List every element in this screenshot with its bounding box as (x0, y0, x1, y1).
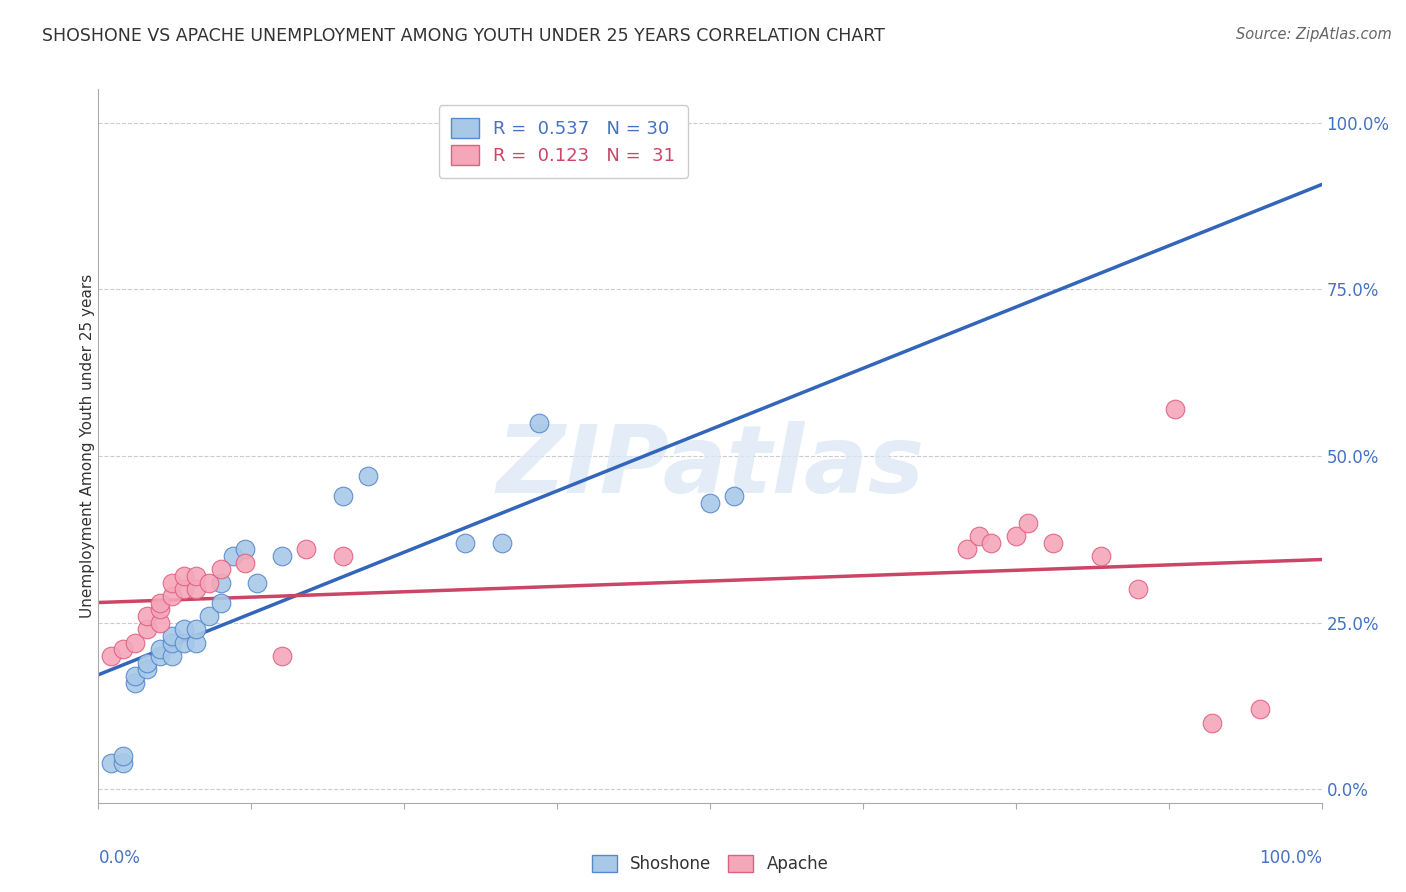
Point (111, 756, 134, 770)
Point (124, 669, 146, 683)
Point (233, 542, 256, 557)
Point (956, 542, 979, 557)
Point (209, 596, 232, 610)
Point (1042, 535, 1064, 549)
Point (295, 542, 318, 557)
Point (160, 636, 183, 650)
Text: 100.0%: 100.0% (1258, 849, 1322, 867)
Point (197, 609, 219, 624)
Point (136, 609, 159, 624)
Point (149, 596, 172, 610)
Point (100, 756, 122, 770)
Point (160, 589, 183, 603)
Point (136, 662, 159, 676)
Point (209, 575, 232, 590)
Point (160, 575, 183, 590)
Point (332, 489, 354, 503)
Point (100, 649, 122, 664)
Point (1004, 529, 1026, 543)
Point (173, 623, 195, 637)
Point (160, 629, 183, 643)
Point (149, 649, 172, 664)
Point (723, 489, 745, 503)
Point (1017, 516, 1039, 530)
Point (491, 535, 513, 549)
Point (149, 602, 172, 616)
Point (1249, 702, 1271, 716)
Point (149, 642, 172, 657)
Text: Source: ZipAtlas.com: Source: ZipAtlas.com (1236, 27, 1392, 42)
Point (980, 535, 1002, 549)
Point (1090, 549, 1112, 563)
Point (270, 649, 294, 664)
Point (173, 569, 195, 583)
Point (967, 529, 990, 543)
Point (186, 636, 208, 650)
Point (136, 623, 159, 637)
Point (197, 575, 219, 590)
Text: ZIPatlas: ZIPatlas (496, 421, 924, 514)
Point (173, 636, 195, 650)
Point (233, 556, 256, 570)
Point (699, 496, 721, 510)
Y-axis label: Unemployment Among Youth under 25 years: Unemployment Among Youth under 25 years (80, 274, 94, 618)
Point (186, 569, 208, 583)
Point (111, 749, 134, 764)
Text: 0.0%: 0.0% (98, 849, 141, 867)
Point (454, 535, 477, 549)
Point (270, 549, 294, 563)
Point (111, 642, 134, 657)
Point (527, 416, 550, 430)
Point (356, 469, 378, 483)
Point (124, 636, 146, 650)
Point (209, 562, 232, 576)
Point (160, 649, 183, 664)
Point (332, 549, 354, 563)
Point (124, 675, 146, 690)
Point (136, 656, 159, 670)
Point (1201, 715, 1223, 730)
Point (1164, 402, 1187, 417)
Point (222, 549, 245, 563)
Point (186, 623, 208, 637)
Point (246, 575, 269, 590)
Point (149, 615, 172, 630)
Text: SHOSHONE VS APACHE UNEMPLOYMENT AMONG YOUTH UNDER 25 YEARS CORRELATION CHART: SHOSHONE VS APACHE UNEMPLOYMENT AMONG YO… (42, 27, 884, 45)
Point (1128, 582, 1150, 597)
Point (173, 582, 195, 597)
Legend: Shoshone, Apache: Shoshone, Apache (585, 848, 835, 880)
Point (186, 582, 208, 597)
